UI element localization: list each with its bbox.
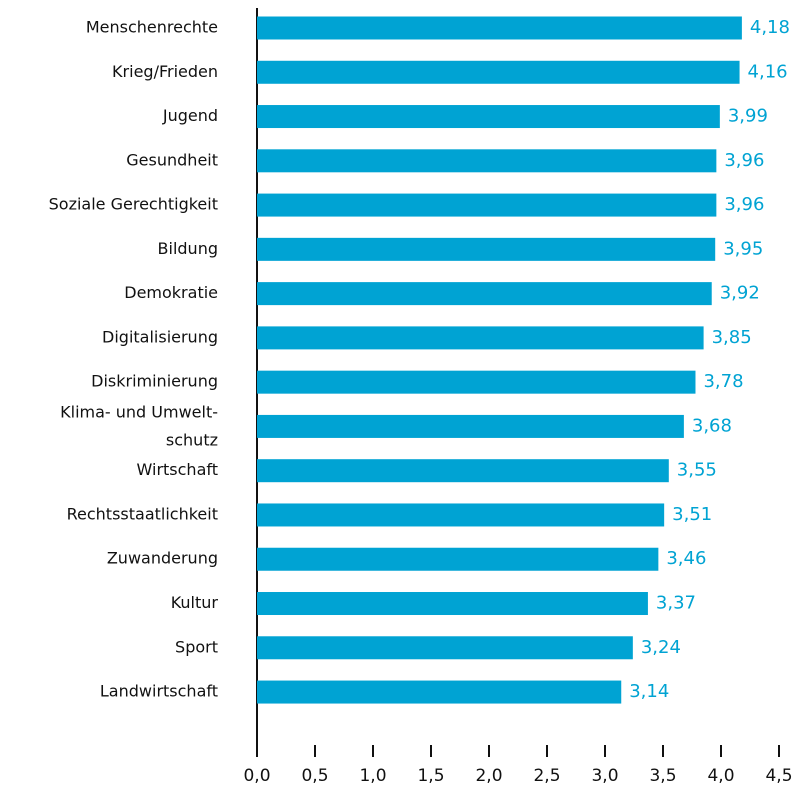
y-tick-label: Sport xyxy=(175,637,218,656)
x-tick-label: 3,5 xyxy=(649,766,676,786)
bar xyxy=(257,592,648,616)
label-line: schutz xyxy=(166,430,218,449)
value-label: 3,37 xyxy=(656,593,696,614)
y-tick-label: Demokratie xyxy=(124,283,218,302)
bar xyxy=(257,237,716,261)
bar xyxy=(257,282,712,306)
bar xyxy=(257,370,696,394)
y-tick-label: Zuwanderung xyxy=(107,549,218,568)
x-tick-label: 0,0 xyxy=(243,766,270,786)
x-tick-label: 0,5 xyxy=(301,766,328,786)
y-tick-label: Bildung xyxy=(158,239,218,258)
y-tick-label: Menschenrechte xyxy=(86,18,218,37)
value-label: 3,14 xyxy=(629,681,669,702)
bar xyxy=(257,680,622,704)
x-tick-label: 3,0 xyxy=(591,766,618,786)
label-line: Klima- und Umwelt- xyxy=(60,402,218,421)
y-tick-label: Landwirtschaft xyxy=(100,682,218,701)
value-label: 3,99 xyxy=(728,106,768,127)
x-tick-label: 1,0 xyxy=(359,766,386,786)
value-label: 3,46 xyxy=(666,548,706,569)
bar xyxy=(257,414,684,438)
y-tick-label: Jugend xyxy=(162,106,218,125)
y-tick-label: Rechtsstaatlichkeit xyxy=(67,504,218,523)
value-label: 3,92 xyxy=(720,283,760,304)
y-tick-label: Gesundheit xyxy=(126,150,218,169)
value-label: 3,24 xyxy=(641,637,681,658)
bar xyxy=(257,105,720,129)
value-label: 3,96 xyxy=(724,194,764,215)
value-label: 3,68 xyxy=(692,415,732,436)
x-tick-label: 1,5 xyxy=(417,766,444,786)
bar xyxy=(257,326,704,350)
value-label: 3,85 xyxy=(712,327,752,348)
value-label: 3,78 xyxy=(703,371,743,392)
bar xyxy=(257,60,740,84)
x-tick-label: 4,0 xyxy=(707,766,734,786)
bar xyxy=(257,459,669,483)
y-tick-label: Krieg/Frieden xyxy=(112,62,218,81)
value-label: 3,55 xyxy=(677,460,717,481)
y-tick-label: Soziale Gerechtigkeit xyxy=(49,195,218,214)
y-tick-label: Digitalisierung xyxy=(102,327,218,346)
bar xyxy=(257,193,717,217)
bar xyxy=(257,636,633,660)
y-tick-label: Wirtschaft xyxy=(137,460,218,479)
bar xyxy=(257,547,659,571)
y-tick-label: Diskriminierung xyxy=(91,372,218,391)
y-tick-label: Klima- und Umwelt-schutz xyxy=(60,402,218,449)
value-label: 3,95 xyxy=(723,238,763,259)
x-tick-label: 4,5 xyxy=(765,766,792,786)
value-label: 3,96 xyxy=(724,150,764,171)
x-tick-label: 2,0 xyxy=(475,766,502,786)
bar xyxy=(257,16,742,40)
bar xyxy=(257,149,717,173)
value-label: 3,51 xyxy=(672,504,712,525)
value-label: 4,16 xyxy=(748,61,788,82)
bar xyxy=(257,503,665,527)
x-tick-label: 2,5 xyxy=(533,766,560,786)
value-label: 4,18 xyxy=(750,17,790,38)
y-tick-label: Kultur xyxy=(171,593,219,612)
